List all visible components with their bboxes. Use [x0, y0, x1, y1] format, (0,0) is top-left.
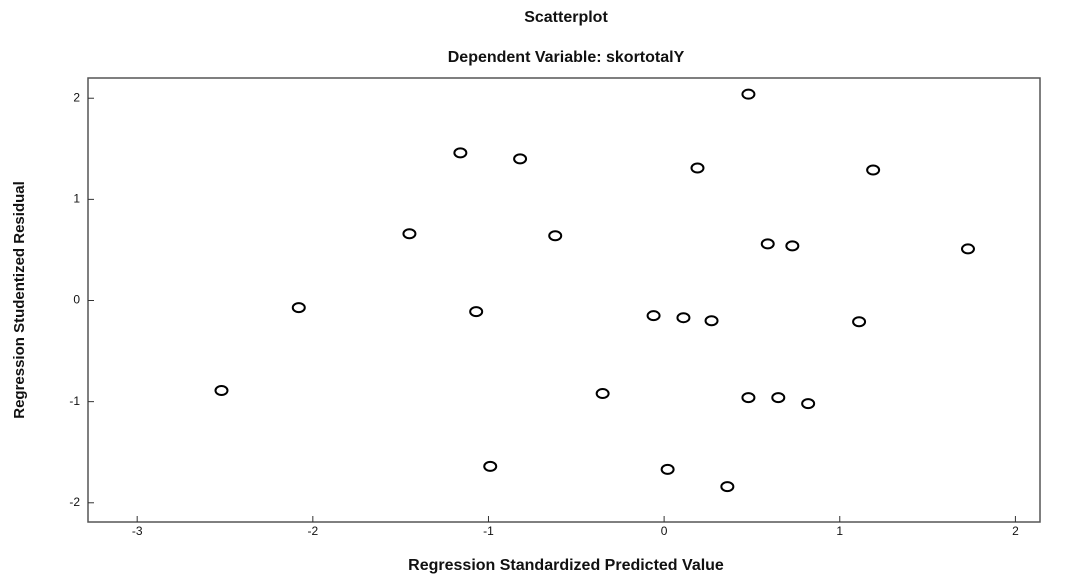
point	[469, 306, 484, 318]
point	[483, 460, 498, 472]
point	[852, 316, 867, 328]
x-tick-label: -1	[483, 524, 494, 538]
point	[453, 147, 468, 159]
point	[291, 302, 306, 314]
point	[760, 238, 775, 250]
y-axis-label: Regression Studentized Residual	[11, 181, 28, 419]
chart-subtitle: Dependent Variable: skortotalY	[448, 49, 685, 66]
plot-frame	[87, 77, 1041, 523]
x-tick-label: -3	[132, 524, 143, 538]
point	[548, 230, 563, 242]
point	[660, 463, 675, 475]
point	[214, 385, 229, 397]
x-tick-label: -2	[307, 524, 318, 538]
point	[513, 153, 528, 165]
point	[402, 228, 417, 240]
point	[690, 162, 705, 174]
point	[646, 310, 661, 322]
x-axis-label: Regression Standardized Predicted Value	[408, 557, 724, 574]
point	[720, 481, 735, 493]
x-tick-label: 1	[836, 524, 843, 538]
point	[741, 88, 756, 100]
point	[676, 312, 691, 324]
point	[801, 398, 816, 410]
point	[866, 164, 881, 176]
point	[771, 392, 786, 404]
y-tick-label: -1	[69, 394, 80, 408]
point	[704, 315, 719, 327]
y-tick-label: 2	[73, 90, 80, 104]
chart-title: Scatterplot	[524, 9, 608, 26]
point	[741, 392, 756, 404]
x-tick-label: 2	[1012, 524, 1019, 538]
point	[595, 388, 610, 400]
point	[785, 240, 800, 252]
y-tick-label: 1	[73, 192, 80, 206]
x-tick-label: 0	[661, 524, 668, 538]
y-tick-label: 0	[73, 293, 80, 307]
y-tick-label: -2	[69, 495, 80, 509]
point	[960, 243, 975, 255]
